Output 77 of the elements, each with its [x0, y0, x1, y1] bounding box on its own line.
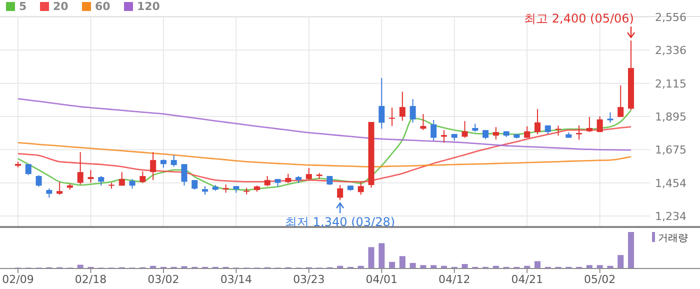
- candlestick: [358, 181, 364, 196]
- candlestick: [482, 130, 489, 140]
- candlestick: [534, 108, 540, 135]
- legend-label: 60: [95, 0, 111, 13]
- bar: [628, 232, 634, 268]
- legend-label: 120: [137, 0, 160, 13]
- candlestick: [576, 124, 582, 140]
- x-tick-label: 04/21: [511, 273, 543, 286]
- candlestick: [462, 120, 468, 138]
- legend-label: 5: [19, 0, 27, 13]
- bar: [586, 265, 592, 268]
- candlestick: [378, 77, 385, 130]
- candlestick: [524, 126, 530, 138]
- candlestick: [170, 154, 177, 168]
- candlestick: [264, 176, 270, 187]
- candlestick: [306, 168, 312, 181]
- bar: [368, 247, 374, 268]
- x-tick-label: 02/18: [74, 273, 107, 286]
- legend-label: 거래량: [658, 233, 688, 244]
- candlestick: [389, 107, 396, 127]
- bar: [462, 264, 468, 268]
- bar: [596, 265, 603, 268]
- candlestick: [98, 176, 104, 186]
- candlestick: [440, 130, 447, 144]
- candlestick: [150, 152, 156, 181]
- candlestick: [337, 184, 344, 201]
- bar: [410, 262, 416, 268]
- candlestick: [129, 178, 136, 190]
- line-series: [17, 142, 632, 168]
- bar: [389, 262, 396, 268]
- x-tick-label: 03/23: [293, 273, 325, 286]
- candlestick: [430, 119, 437, 142]
- candlestick: [140, 170, 146, 184]
- legend-label: 20: [53, 0, 69, 13]
- candlestick: [586, 116, 592, 133]
- x-tick-label: 03/14: [220, 273, 252, 286]
- x-tick-label: 03/02: [148, 273, 180, 286]
- candlestick: [56, 182, 63, 196]
- candlestick: [285, 173, 292, 184]
- y-tick-label: 1,675: [655, 144, 686, 157]
- candlestick: [555, 125, 562, 136]
- x-tick-label: 04/12: [438, 273, 470, 286]
- candlestick: [618, 84, 624, 118]
- bar: [534, 261, 540, 268]
- bar: [399, 256, 406, 268]
- candlestick: [181, 164, 188, 186]
- candlestick: [77, 152, 84, 185]
- candlestick: [88, 169, 94, 184]
- y-tick-label: 2,556: [655, 10, 686, 24]
- x-tick-label: 02/09: [2, 273, 34, 286]
- candlestick: [36, 174, 42, 188]
- candlestick: [492, 126, 499, 140]
- bar: [378, 243, 385, 268]
- candlestick: [399, 91, 406, 122]
- x-tick-label: 04/01: [366, 273, 398, 286]
- candlestick: [118, 172, 125, 186]
- candlestick: [420, 113, 426, 131]
- line-series: [17, 98, 632, 151]
- candlestick: [607, 112, 614, 124]
- annotation: 최고 2,400 (05/06): [524, 11, 634, 26]
- bar: [430, 265, 437, 268]
- y-tick-label: 2,115: [655, 77, 686, 90]
- y-tick-label: 1,895: [655, 110, 686, 124]
- bar: [618, 255, 624, 268]
- candlestick: [46, 188, 52, 198]
- y-tick-label: 2,336: [655, 44, 686, 57]
- candlestick: [192, 180, 198, 190]
- y-tick-label: 1,234: [655, 210, 686, 223]
- candlestick: [596, 116, 603, 133]
- annotation: 최저 1,340 (03/28): [285, 215, 396, 230]
- y-tick-label: 1,454: [655, 176, 686, 190]
- candlestick: [410, 98, 416, 124]
- bar: [420, 265, 426, 268]
- x-tick-label: 05/02: [584, 273, 616, 286]
- candlestick: [326, 176, 333, 186]
- candlestick: [25, 164, 32, 176]
- bar: [77, 264, 84, 268]
